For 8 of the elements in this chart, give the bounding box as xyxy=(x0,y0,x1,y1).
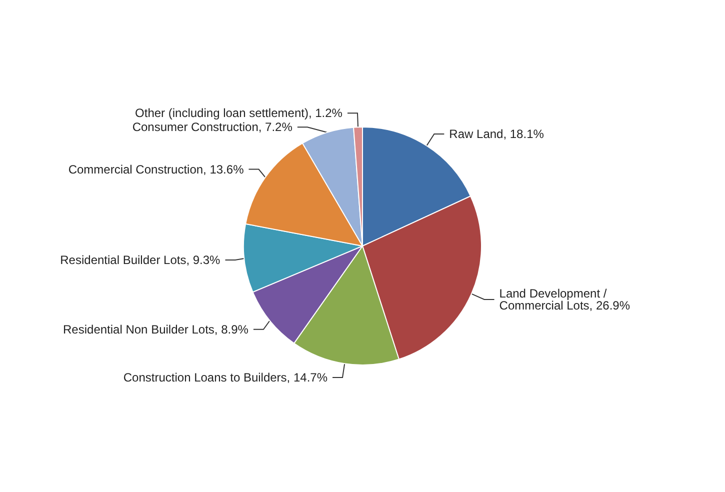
slice-label: Other (including loan settlement), 1.2% xyxy=(135,106,343,120)
slice-label: Residential Builder Lots, 9.3% xyxy=(60,252,221,267)
slice-label: Construction Loans to Builders, 14.7% xyxy=(123,370,328,384)
slice-label: Residential Non Builder Lots, 8.9% xyxy=(63,322,249,336)
slice-label: Land Development / Commercial Lots, 26.9% xyxy=(499,286,630,312)
slice-label: Commercial Construction, 13.6% xyxy=(68,162,244,176)
slice-label: Raw Land, 18.1% xyxy=(449,126,544,141)
slice-label: Consumer Construction, 7.2% xyxy=(132,120,293,134)
